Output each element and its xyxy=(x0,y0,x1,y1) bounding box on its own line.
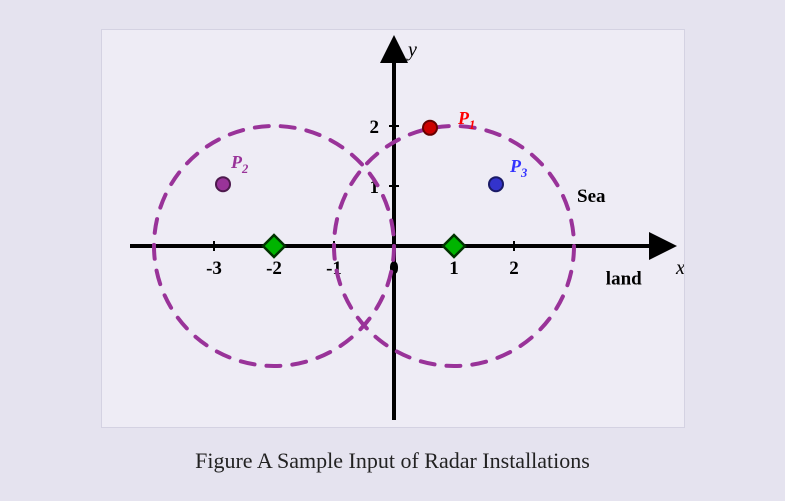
island-marker xyxy=(489,177,503,191)
island-label: P3 xyxy=(509,156,527,180)
figure-caption: Figure A Sample Input of Radar Installat… xyxy=(0,448,785,474)
region-label-sea: Sea xyxy=(577,186,606,207)
radar-marker xyxy=(263,235,285,257)
diagram-svg: xy-3-2-101212P1P2P3Sealand xyxy=(102,30,684,427)
figure-container: xy-3-2-101212P1P2P3Sealand Figure A Samp… xyxy=(0,0,785,501)
island-marker xyxy=(216,177,230,191)
plot-panel: xy-3-2-101212P1P2P3Sealand xyxy=(101,29,685,428)
x-axis-label: x xyxy=(675,257,684,279)
radar-marker xyxy=(443,235,465,257)
x-tick-label: 1 xyxy=(449,258,459,279)
island-label: P2 xyxy=(230,152,249,176)
y-tick-label: 2 xyxy=(370,117,380,138)
region-label-land: land xyxy=(606,268,642,289)
x-tick-label: -2 xyxy=(266,258,282,279)
island-marker xyxy=(423,121,437,135)
x-tick-label: -3 xyxy=(206,258,222,279)
y-axis-label: y xyxy=(406,39,417,61)
x-tick-label: 2 xyxy=(509,258,519,279)
